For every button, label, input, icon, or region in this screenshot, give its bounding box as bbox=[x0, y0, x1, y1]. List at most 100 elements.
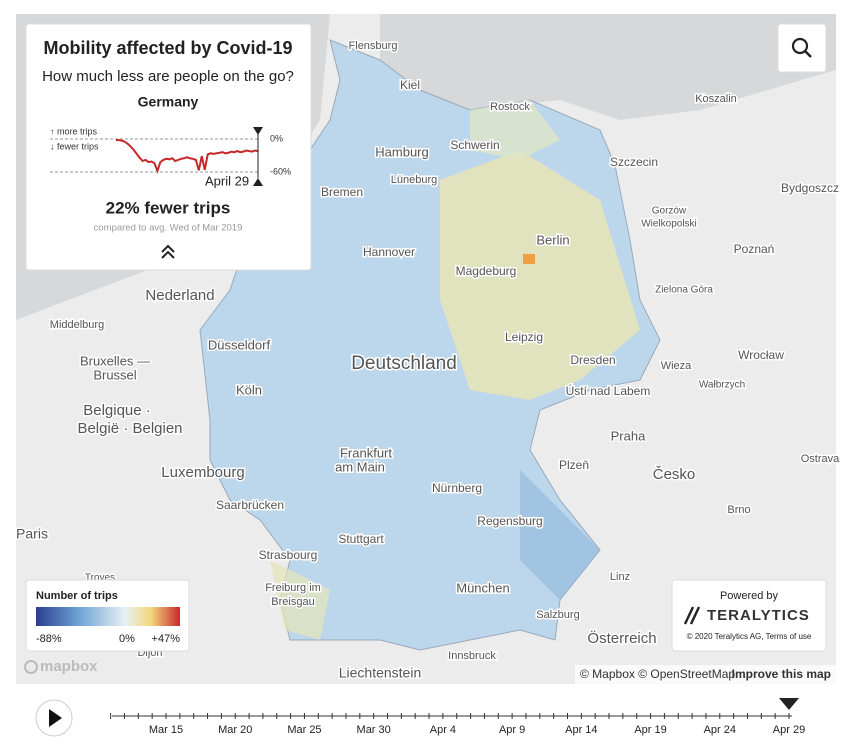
map-label: Česko bbox=[653, 466, 696, 483]
map-label: Dresden bbox=[570, 353, 615, 367]
map-label: Deutschland bbox=[351, 353, 457, 374]
map-label: Koszalin bbox=[695, 93, 737, 105]
legend-title: Number of trips bbox=[36, 590, 118, 602]
y-tick-label: -60% bbox=[270, 166, 291, 176]
timeline-label: Apr 29 bbox=[773, 724, 805, 736]
map-label: Wielkopolski bbox=[641, 219, 697, 230]
map-label: Nürnberg bbox=[432, 481, 482, 495]
timeline-label: Apr 9 bbox=[499, 724, 525, 736]
copyright[interactable]: © 2020 Teralytics AG, Terms of use bbox=[687, 632, 812, 641]
attribution[interactable]: © Mapbox © OpenStreetMap bbox=[580, 667, 735, 681]
timeline-label: Apr 24 bbox=[704, 724, 736, 736]
map-label: Wałbrzych bbox=[699, 380, 745, 391]
credit-box bbox=[671, 579, 827, 652]
marker-bottom bbox=[253, 178, 263, 186]
map-label: Zielona Góra bbox=[655, 285, 713, 296]
map-label: Regensburg bbox=[477, 514, 542, 528]
map-label: Lüneburg bbox=[391, 174, 438, 186]
attribution-bg bbox=[575, 665, 836, 684]
more-trips: ↑ more trips bbox=[50, 126, 98, 136]
info-panel bbox=[25, 23, 312, 271]
map-label: München bbox=[456, 580, 509, 595]
map-label: Ústí nad Labem bbox=[566, 383, 651, 398]
fewer-trips: ↓ fewer trips bbox=[50, 141, 99, 151]
map-label: Linz bbox=[610, 571, 630, 583]
legend-label: +47% bbox=[152, 633, 181, 645]
map-label: Bydgoszcz bbox=[781, 181, 839, 195]
mapbox-mark bbox=[24, 660, 38, 674]
map-label: Köln bbox=[236, 382, 262, 397]
region-southwest bbox=[270, 560, 330, 640]
map-label: Ostrava bbox=[801, 453, 840, 465]
search-icon[interactable] bbox=[804, 50, 812, 58]
map-label: Salzburg bbox=[536, 609, 579, 621]
map-label: Gorzów bbox=[652, 206, 687, 217]
timeline-label: Mar 15 bbox=[149, 724, 183, 736]
search-button[interactable] bbox=[777, 23, 827, 73]
map-label: Bremen bbox=[321, 185, 363, 199]
region-north bbox=[470, 100, 560, 160]
play-icon[interactable] bbox=[49, 709, 62, 727]
region-southeast bbox=[520, 470, 600, 600]
map-labels: Flensburg Kiel Rostock Hamburg Schwerin Szcze… bbox=[15, 38, 842, 682]
map-label: Wrocław bbox=[738, 348, 784, 362]
map-label: Wieza bbox=[661, 360, 692, 372]
map-label: Stuttgart bbox=[338, 532, 384, 546]
map-label: Saarbrücken bbox=[216, 498, 284, 512]
timeline-handle[interactable] bbox=[779, 698, 799, 710]
search-icon[interactable] bbox=[791, 37, 809, 55]
map-label: Praha bbox=[611, 428, 646, 443]
play-button[interactable] bbox=[35, 699, 73, 737]
map-label: Magdeburg bbox=[456, 264, 517, 278]
map-label: Paris bbox=[16, 526, 48, 542]
map-label: Brussel bbox=[93, 367, 136, 382]
map-label: Innsbruck bbox=[448, 650, 496, 662]
panel-title: Mobility affected by Covid-19 bbox=[43, 38, 292, 58]
y-tick-label: 0% bbox=[270, 133, 283, 143]
timeline-label: Mar 25 bbox=[287, 724, 321, 736]
map-label: Poznań bbox=[734, 242, 775, 256]
map-label: Rostock bbox=[490, 101, 530, 113]
region-name: Germany bbox=[138, 94, 199, 110]
map-label: Österreich bbox=[587, 629, 656, 647]
mapbox-logo[interactable]: mapbox bbox=[40, 658, 98, 675]
map-label: Middelburg bbox=[50, 319, 104, 331]
map-label: Hamburg bbox=[375, 144, 428, 159]
map[interactable] bbox=[16, 14, 836, 684]
map-label: Brno bbox=[727, 504, 750, 516]
map-label: am Main bbox=[335, 459, 385, 474]
collapse-button[interactable] bbox=[161, 244, 175, 259]
timeline-label: Mar 30 bbox=[357, 724, 391, 736]
map-label: Liechtenstein bbox=[339, 665, 422, 681]
map-label: Belgique · bbox=[83, 402, 151, 419]
map-label: Nederland bbox=[145, 287, 214, 304]
map-label: Frankfurt bbox=[340, 445, 392, 460]
map-label: Berlin bbox=[536, 232, 569, 247]
panel-subtitle: How much less are people on the go? bbox=[42, 68, 294, 85]
timeline-label: Apr 14 bbox=[565, 724, 597, 736]
sea bbox=[380, 14, 836, 120]
legend-ramp bbox=[36, 607, 180, 626]
region-east bbox=[440, 150, 640, 400]
map-label: Flensburg bbox=[349, 40, 398, 52]
timeline-label: Mar 20 bbox=[218, 724, 252, 736]
map-label: Luxembourg bbox=[161, 464, 244, 481]
map-label: Breisgau bbox=[271, 596, 314, 608]
timeline[interactable]: Mar 15 Mar 20 Mar 25 Mar 30 Apr 4 Apr 9 Apr 14… bbox=[110, 698, 806, 736]
timeline-label: Apr 19 bbox=[634, 724, 666, 736]
map-label: Düsseldorf bbox=[208, 337, 271, 352]
headline: 22% fewer trips bbox=[106, 198, 231, 217]
map-label: Leipzig bbox=[505, 330, 543, 344]
timeline-label: Apr 4 bbox=[430, 724, 456, 736]
search-box[interactable] bbox=[777, 23, 827, 73]
brand-logo bbox=[683, 606, 701, 625]
improve-link[interactable]: Improve this map bbox=[732, 667, 831, 681]
map-label: Strasbourg bbox=[259, 548, 318, 562]
map-label: Schwerin bbox=[450, 138, 499, 152]
marker-top bbox=[253, 127, 263, 135]
powered-by: Powered by bbox=[720, 590, 779, 602]
sparkline: 0% -60% bbox=[50, 127, 291, 186]
map-label: Szczecin bbox=[610, 155, 658, 169]
